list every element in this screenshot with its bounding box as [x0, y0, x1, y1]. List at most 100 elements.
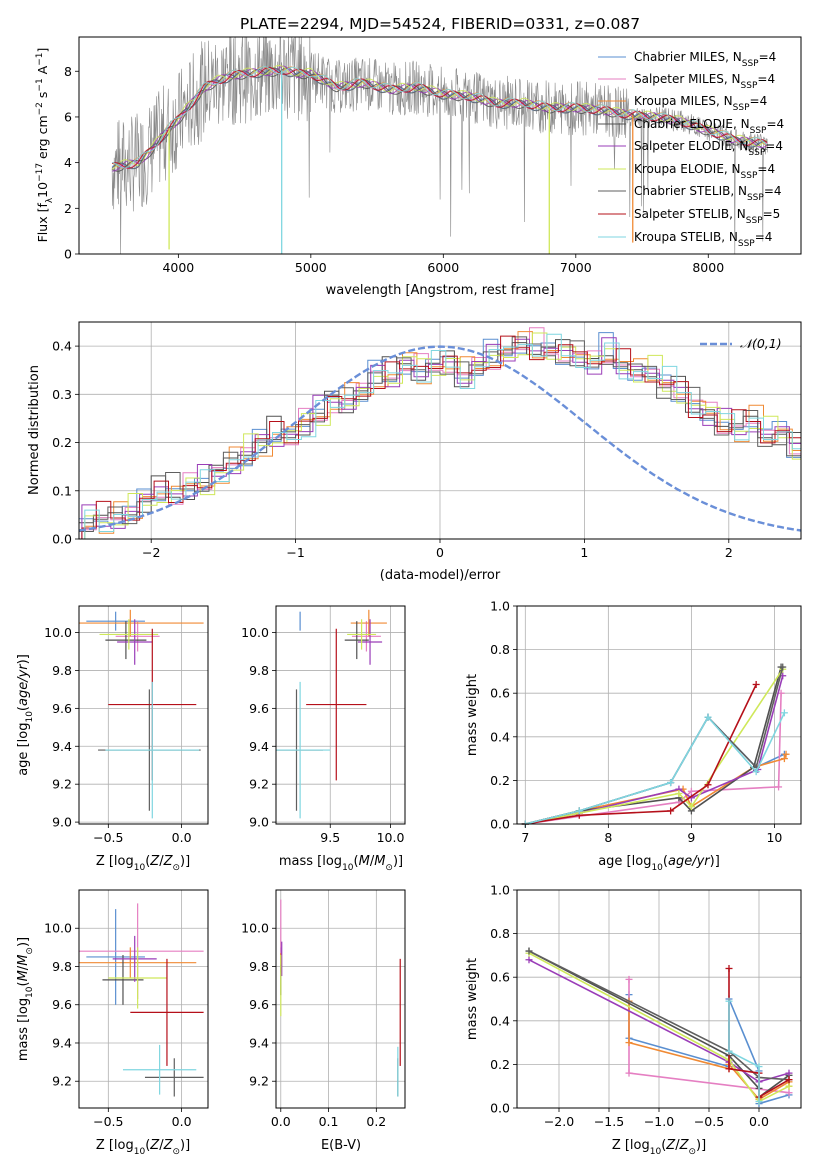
mass-weight-marker: [525, 947, 533, 955]
y-tick-label: 0.1: [52, 483, 72, 498]
x-tick-label: 4000: [162, 260, 194, 275]
x-axis-label: Z [log10(Z/Z⊙)]: [612, 1138, 706, 1157]
x-tick-label: 7: [521, 830, 529, 845]
errorbar-point: [112, 935, 157, 982]
x-tick-label: 0.1: [319, 1114, 339, 1129]
y-tick-label: 1.0: [490, 599, 510, 614]
y-tick-label: 9.4: [249, 739, 269, 754]
legend-entry: Kroupa STELIB, NSSP=4: [598, 230, 772, 249]
y-tick-label: 0.0: [490, 817, 510, 832]
x-axis-label: Z [log10(Z/Z⊙)]: [96, 854, 190, 873]
mass-weight-marker: [780, 755, 788, 763]
y-tick-label: 9.0: [52, 815, 72, 830]
y-tick-label: 4: [64, 155, 72, 170]
errorbar-point: [105, 681, 200, 819]
y-tick-label: 9.6: [52, 997, 72, 1012]
mass-weight-series-line: [528, 952, 790, 1103]
y-tick-label: 9.2: [249, 777, 269, 792]
y-tick-label: 9.4: [52, 739, 72, 754]
errorbar-point: [79, 609, 204, 637]
mass-weight-marker: [725, 1065, 733, 1073]
y-tick-label: 0.6: [490, 970, 510, 985]
legend-entry: Salpeter STELIB, NSSP=5: [598, 207, 780, 226]
y-tick-label: 9.8: [52, 959, 72, 974]
errorbar-point: [306, 628, 367, 781]
spectrum-legend: Chabrier MILES, NSSP=4 Salpeter MILES, N…: [598, 50, 784, 249]
mass-weight-marker: [625, 975, 633, 983]
mass-weight-marker: [667, 807, 675, 815]
y-tick-label: 0.0: [52, 532, 72, 547]
age-vs-mass-panel: 9.5 10.0 9.0 9.2 9.4 9.6 9.8 10.0 mass [log10(M…: [241, 605, 406, 873]
x-tick-label: −2: [142, 545, 160, 560]
figure-title: PLATE=2294, MJD=54524, FIBERID=0331, z=0…: [240, 15, 640, 33]
x-tick-label: 9: [687, 830, 695, 845]
svg-text:Chabrier MILES, NSSP=4: Chabrier MILES, NSSP=4: [634, 50, 776, 69]
y-tick-label: 10.0: [44, 921, 72, 936]
y-tick-label: 9.0: [249, 815, 269, 830]
mass-weight-marker: [785, 1089, 793, 1097]
mass-weight-marker: [782, 750, 790, 758]
errorbar-point: [99, 619, 159, 650]
errorbar-point: [276, 681, 331, 819]
mass-vs-extinction-panel: 0.0 0.1 0.2 9.2 9.4 9.6 9.8 10.0 E(B-V): [241, 889, 406, 1153]
mass-weight-marker: [625, 1039, 633, 1047]
svg-text:Kroupa STELIB, NSSP=4: Kroupa STELIB, NSSP=4: [634, 230, 772, 249]
residual-histogram-panel: −2 −1 0 1 2 0.0 0.1 0.2 0.3 0.4 𝒩(0,1) (data-mode…: [27, 321, 802, 583]
y-tick-label: 0.3: [52, 387, 72, 402]
x-tick-label: 5000: [295, 260, 327, 275]
gaussian-legend-label: 𝒩(0,1): [740, 336, 782, 351]
y-tick-label: 0.2: [490, 1057, 510, 1072]
mass-weight-marker: [687, 787, 695, 795]
mass-weight-marker: [780, 709, 788, 717]
legend-entry: Chabrier ELODIE, NSSP=4: [598, 117, 784, 136]
svg-text:Chabrier STELIB, NSSP=4: Chabrier STELIB, NSSP=4: [634, 184, 782, 203]
errorbar-point: [108, 947, 167, 1009]
y-tick-label: 10.0: [44, 625, 72, 640]
mass-weight-marker: [755, 1097, 763, 1105]
x-axis-label: mass [log10(M/M⊙)]: [279, 854, 403, 873]
y-tick-label: 9.8: [249, 663, 269, 678]
y-tick-label: 9.2: [249, 1074, 269, 1089]
gaussian-legend: 𝒩(0,1): [700, 336, 782, 351]
errorbar-point: [122, 1044, 197, 1095]
mass-weight-marker: [775, 783, 783, 791]
mass-weight-series-line: [528, 950, 790, 1081]
y-tick-label: 0.4: [490, 729, 510, 744]
x-tick-label: 8000: [692, 260, 724, 275]
x-tick-label: 0: [436, 545, 444, 560]
y-axis-label: mass [log10(M/M⊙)]: [16, 937, 35, 1061]
x-tick-label: 1: [580, 545, 588, 560]
errorbar-point: [144, 1058, 204, 1097]
y-tick-label: 0: [64, 247, 72, 262]
svg-text:Kroupa MILES, NSSP=4: Kroupa MILES, NSSP=4: [634, 94, 767, 113]
model-spectrum-line: [111, 66, 768, 169]
y-tick-label: 9.4: [52, 1035, 72, 1050]
age-vs-metallicity-panel: −0.5 0.0 9.0 9.2 9.4 9.6 9.8 10.0 Z [log10(Z/Z⊙…: [16, 605, 209, 873]
x-axis-label: (data-model)/error: [380, 568, 501, 583]
y-tick-label: 9.2: [52, 1074, 72, 1089]
y-tick-label: 0.0: [490, 1101, 510, 1116]
y-tick-label: 0.4: [490, 1013, 510, 1028]
mass-weight-marker: [755, 1063, 763, 1071]
mass-weight-marker: [667, 779, 675, 787]
x-tick-label: 0.0: [172, 830, 192, 845]
model-spectrum-line: [111, 64, 768, 170]
legend-entry: Salpeter MILES, NSSP=4: [598, 72, 775, 91]
mass-weight-vs-age-panel: 7 8 9 10 0.0 0.2 0.4 0.6 0.8 1.0 age [log10(age/y…: [465, 599, 802, 873]
x-tick-label: 2: [725, 545, 733, 560]
legend-entry: Kroupa ELODIE, NSSP=4: [598, 162, 775, 181]
mass-vs-metallicity-panel: −0.5 0.09.29.49.69.810.0 Z [log10(Z/Z⊙)] …: [16, 889, 209, 1157]
mass-weight-marker: [725, 964, 733, 972]
y-axis-label: mass weight: [465, 674, 480, 756]
mass-weight-series-line: [525, 712, 786, 825]
histogram-step-line: [84, 333, 801, 539]
x-axis-label: age [log10(age/yr)]: [598, 854, 720, 873]
x-axis-label: E(B-V): [321, 1138, 361, 1153]
gaussian-curve: [79, 345, 801, 532]
y-tick-label: 9.6: [52, 701, 72, 716]
mass-weight-marker: [525, 956, 533, 964]
x-tick-label: −0.5: [694, 1114, 724, 1129]
x-tick-label: 0.0: [172, 1114, 192, 1129]
errorbar-point: [117, 619, 153, 665]
errorbar-point: [102, 955, 144, 1005]
